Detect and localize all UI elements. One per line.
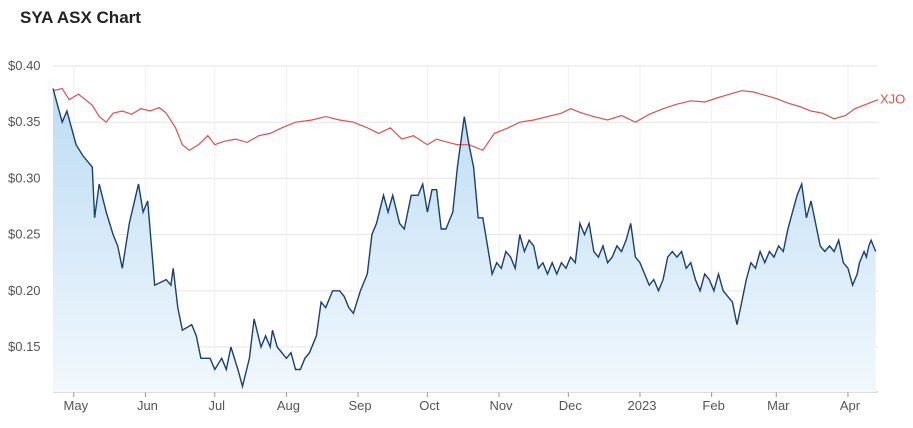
x-tick-label: Nov <box>489 398 513 413</box>
x-tick-label: 2023 <box>628 398 657 413</box>
x-tick-label: Dec <box>559 398 583 413</box>
y-tick-label: $0.35 <box>8 114 41 129</box>
xjo-series-line <box>52 87 879 152</box>
sya-series-line <box>52 88 877 390</box>
sya-area-fill <box>53 88 876 392</box>
y-tick-label: $0.30 <box>8 170 41 185</box>
y-tick-label: $0.20 <box>8 283 41 298</box>
y-axis: $0.40 $0.35 $0.30 $0.25 $0.20 $0.15 <box>8 58 41 354</box>
x-tick-label: Apr <box>840 398 861 413</box>
chart-title: SYA ASX Chart <box>20 8 141 27</box>
x-tick-label: Feb <box>702 398 724 413</box>
y-tick-label: $0.40 <box>8 58 41 73</box>
x-tick-label: Oct <box>419 398 440 413</box>
x-tick-label: Sep <box>348 398 371 413</box>
x-axis: May Jun Jul Aug Sep Oct Nov Dec 2023 Feb Mar Apr <box>53 391 878 413</box>
xjo-series-label: XJO <box>880 92 905 107</box>
y-tick-label: $0.25 <box>8 227 41 242</box>
x-tick-label: Aug <box>277 398 300 413</box>
x-tick-label: Jul <box>208 398 225 413</box>
x-tick-label: Jun <box>137 398 158 413</box>
y-tick-label: $0.15 <box>8 339 41 354</box>
x-tick-label: May <box>64 398 89 413</box>
x-tick-label: Mar <box>767 398 790 413</box>
